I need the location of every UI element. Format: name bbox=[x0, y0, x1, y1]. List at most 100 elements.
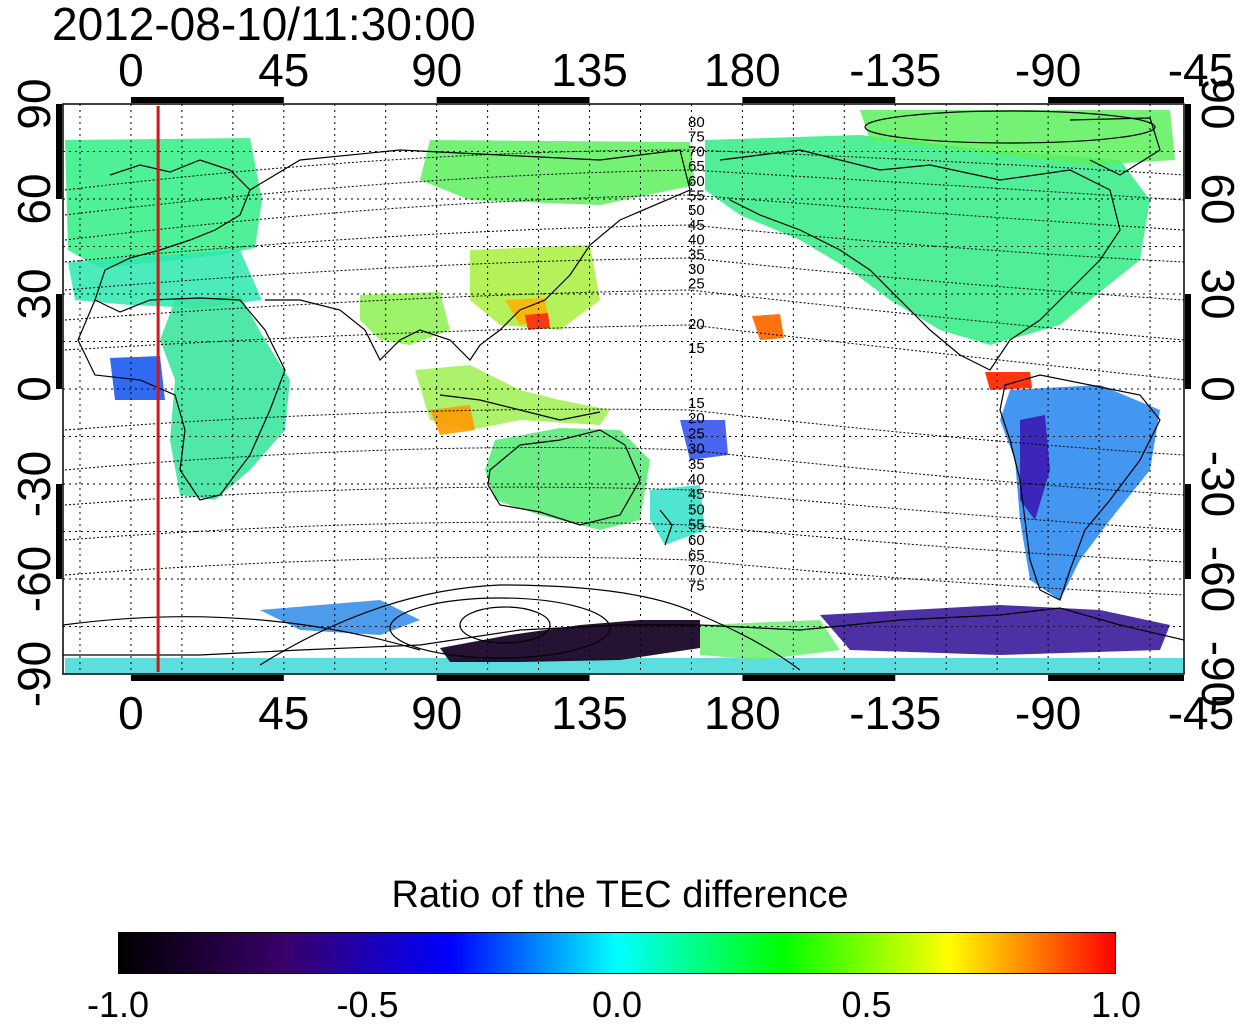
border-bar-top bbox=[436, 97, 590, 103]
lat-label-right: -60 bbox=[1192, 546, 1240, 612]
coast-australia bbox=[487, 429, 641, 526]
contour-label-south: 75 bbox=[688, 577, 705, 594]
magnetic-pole-contours bbox=[63, 110, 1156, 671]
lat-label-left: 0 bbox=[8, 376, 60, 402]
lon-label-bottom: -45 bbox=[1168, 687, 1234, 739]
contour-line bbox=[64, 324, 1184, 381]
tec-patch-antarctic-dark bbox=[440, 620, 700, 662]
contour-label-north: 65 bbox=[688, 158, 705, 175]
south-contour-arc bbox=[63, 616, 421, 651]
border-bar-bottom bbox=[742, 675, 896, 681]
lat-label-left: 60 bbox=[8, 173, 60, 224]
south-auroral-contour bbox=[259, 584, 801, 671]
colorbar-tick-label: -1.0 bbox=[86, 984, 150, 1025]
contour-label-south: 50 bbox=[688, 501, 705, 518]
map-labels: 0 45 90 135 180 -135 -90 -450 45 90 135 180 -135 -90-… bbox=[8, 44, 1240, 739]
contour-label-south: 20 bbox=[688, 410, 705, 427]
border-bar-top bbox=[742, 97, 896, 103]
coast-africa bbox=[77, 297, 286, 501]
contour-label-north: 30 bbox=[688, 261, 705, 278]
coast-indonesia bbox=[439, 394, 601, 421]
contour-label-north: 80 bbox=[688, 114, 705, 131]
lat-label-left: -60 bbox=[8, 546, 60, 612]
contour-label-south: 55 bbox=[688, 517, 705, 534]
contour-label-north: 20 bbox=[688, 316, 705, 333]
lon-label-top: 90 bbox=[411, 44, 462, 96]
geomagnetic-contours bbox=[64, 149, 1184, 596]
contour-label-north: 60 bbox=[688, 173, 705, 190]
border-bar-top bbox=[1048, 97, 1184, 103]
lon-label-top: 180 bbox=[704, 44, 781, 96]
coast-north-america bbox=[719, 149, 1121, 371]
colorbar-tick-label: 0.5 bbox=[841, 984, 892, 1025]
lat-label-right: -30 bbox=[1192, 451, 1240, 517]
tec-patch-pacific-blue bbox=[680, 420, 728, 460]
coastlines bbox=[63, 117, 1184, 656]
colorbar-tick-label: 0.0 bbox=[591, 984, 643, 1025]
tec-map: 0 45 90 135 180 -135 -90 -450 45 90 135 180 -135 -90-… bbox=[8, 44, 1240, 739]
contour-label-south: 25 bbox=[688, 425, 705, 442]
lat-label-right: 60 bbox=[1192, 173, 1240, 224]
lon-label-bottom: -90 bbox=[1015, 687, 1081, 739]
contour-label-south: 30 bbox=[688, 441, 705, 458]
map-timestamp: 2012-08-10/11:30:00 bbox=[52, 0, 476, 50]
south-pole-contour-inner bbox=[459, 606, 551, 644]
lon-label-bottom: 45 bbox=[258, 687, 309, 739]
contour-label-north: 40 bbox=[688, 232, 705, 249]
lat-label-right: 30 bbox=[1192, 268, 1240, 319]
tec-patch-andes-dark bbox=[1020, 415, 1050, 520]
contour-label-south: 35 bbox=[688, 456, 705, 473]
contour-line bbox=[64, 408, 1184, 456]
border-bar-right bbox=[1185, 484, 1191, 579]
lon-label-bottom: 0 bbox=[118, 687, 144, 739]
lat-label-left: -30 bbox=[8, 451, 60, 517]
contour-label-south: 40 bbox=[688, 471, 705, 488]
contour-label-north: 70 bbox=[688, 143, 705, 160]
lon-label-bottom: 180 bbox=[704, 687, 781, 739]
tec-patch-siberia bbox=[420, 140, 695, 205]
contour-line bbox=[64, 486, 1184, 531]
border-bar-top bbox=[130, 97, 284, 103]
contour-label-north: 35 bbox=[688, 246, 705, 263]
map-border-bars bbox=[56, 97, 1191, 681]
north-pole-contour bbox=[864, 110, 1156, 144]
contour-line bbox=[64, 521, 1184, 563]
border-bar-left bbox=[56, 294, 62, 389]
tec-patch-india bbox=[360, 292, 450, 345]
tec-patch-hawaii bbox=[752, 314, 784, 340]
south-pole-contour-outer bbox=[389, 597, 611, 659]
lon-label-top: -90 bbox=[1015, 44, 1081, 96]
lon-label-top: -135 bbox=[849, 44, 941, 96]
lon-label-top: -45 bbox=[1168, 44, 1234, 96]
tec-patch-central-america-red bbox=[985, 372, 1032, 390]
tec-patch-europe bbox=[65, 138, 262, 268]
border-bar-left bbox=[56, 104, 62, 199]
border-bar-right bbox=[1185, 294, 1191, 389]
tec-patch-indonesia-orange bbox=[430, 405, 475, 435]
contour-label-south: 15 bbox=[688, 395, 705, 412]
contour-line bbox=[64, 556, 1184, 596]
contour-label-north: 55 bbox=[688, 188, 705, 205]
coast-south-america bbox=[999, 374, 1161, 601]
lat-label-left: 30 bbox=[8, 268, 60, 319]
map-grid bbox=[63, 104, 1184, 674]
contour-label-north: 15 bbox=[688, 340, 705, 357]
tec-patch-japan-red bbox=[525, 313, 550, 330]
border-bar-bottom bbox=[436, 675, 590, 681]
tec-patch-antarctic-purple bbox=[820, 605, 1170, 655]
tec-patch-antarctic-cyan bbox=[65, 658, 1184, 674]
tec-patch-north-america bbox=[705, 135, 1150, 345]
coast-greenland bbox=[1069, 117, 1161, 176]
border-bar-bottom bbox=[1048, 675, 1184, 681]
lon-label-bottom: 135 bbox=[551, 687, 628, 739]
colorbar-tick-label: -0.5 bbox=[336, 984, 399, 1025]
colorbar bbox=[118, 932, 1116, 974]
tec-patch-antarctic-blue bbox=[260, 600, 420, 635]
coast-europe bbox=[94, 159, 251, 313]
contour-label-south: 70 bbox=[688, 562, 705, 579]
colorbar-tick-label: 1.0 bbox=[1090, 984, 1142, 1025]
tec-patch-africa bbox=[160, 295, 290, 500]
tec-patch-east-asia bbox=[470, 245, 600, 330]
lon-label-bottom: 90 bbox=[411, 687, 462, 739]
contour-label-north: 25 bbox=[688, 276, 705, 293]
